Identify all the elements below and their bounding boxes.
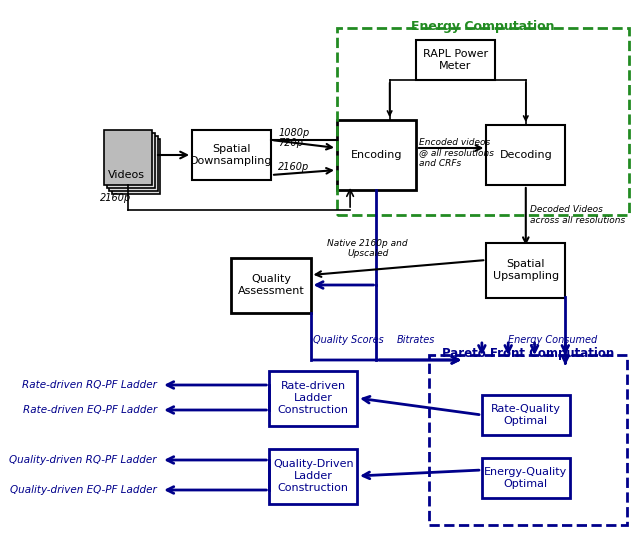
Text: Rate-driven RQ-PF Ladder: Rate-driven RQ-PF Ladder <box>22 380 157 390</box>
Text: Spatial
Upsampling: Spatial Upsampling <box>493 259 559 281</box>
Text: Quality Scores: Quality Scores <box>313 335 384 345</box>
FancyBboxPatch shape <box>337 120 416 190</box>
FancyBboxPatch shape <box>192 130 271 180</box>
Text: 720p: 720p <box>278 138 303 148</box>
Text: Quality-driven EQ-PF Ladder: Quality-driven EQ-PF Ladder <box>10 485 157 495</box>
Text: Energy Computation: Energy Computation <box>412 20 555 33</box>
Text: Energy Consumed: Energy Consumed <box>508 335 598 345</box>
Text: Quality-driven RQ-PF Ladder: Quality-driven RQ-PF Ladder <box>10 455 157 465</box>
Text: RAPL Power
Meter: RAPL Power Meter <box>423 49 488 71</box>
FancyBboxPatch shape <box>269 448 357 504</box>
Text: Rate-driven
Ladder
Construction: Rate-driven Ladder Construction <box>278 382 349 415</box>
Text: Spatial
Downsampling: Spatial Downsampling <box>190 144 273 166</box>
Text: Quality-Driven
Ladder
Construction: Quality-Driven Ladder Construction <box>273 459 353 492</box>
FancyBboxPatch shape <box>232 257 310 312</box>
Text: Bitrates: Bitrates <box>397 335 435 345</box>
FancyBboxPatch shape <box>482 395 570 435</box>
Text: Pareto Front Computation: Pareto Front Computation <box>442 347 614 360</box>
Text: Encoding: Encoding <box>351 150 402 160</box>
FancyBboxPatch shape <box>482 458 570 498</box>
Text: Decoded Videos
across all resolutions: Decoded Videos across all resolutions <box>530 205 625 225</box>
Text: Decoding: Decoding <box>499 150 552 160</box>
Text: 1080p: 1080p <box>278 128 309 138</box>
Text: Quality
Assessment: Quality Assessment <box>237 274 305 296</box>
Text: Rate-Quality
Optimal: Rate-Quality Optimal <box>491 404 561 426</box>
Text: 2160p: 2160p <box>100 193 131 203</box>
Text: Encoded videos
@ all resolutions
and CRFs: Encoded videos @ all resolutions and CRF… <box>419 138 493 168</box>
FancyBboxPatch shape <box>416 40 495 80</box>
Text: Energy-Quality
Optimal: Energy-Quality Optimal <box>484 467 568 489</box>
FancyBboxPatch shape <box>269 370 357 425</box>
FancyBboxPatch shape <box>104 130 152 185</box>
Text: Videos: Videos <box>108 170 145 180</box>
FancyBboxPatch shape <box>109 136 157 191</box>
Text: Native 2160p and
Upscaled: Native 2160p and Upscaled <box>327 239 408 258</box>
FancyBboxPatch shape <box>486 243 565 297</box>
FancyBboxPatch shape <box>486 125 565 185</box>
Text: Rate-driven EQ-PF Ladder: Rate-driven EQ-PF Ladder <box>22 405 157 415</box>
FancyBboxPatch shape <box>112 139 161 194</box>
FancyBboxPatch shape <box>107 133 155 188</box>
Text: 2160p: 2160p <box>278 162 309 172</box>
